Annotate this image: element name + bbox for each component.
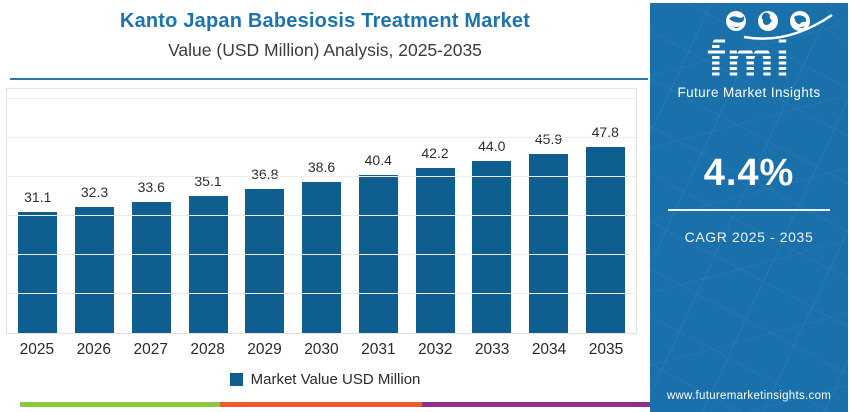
x-axis-label: 2032	[418, 341, 453, 358]
x-axis-label: 2034	[531, 341, 567, 358]
legend: Market Value USD Million	[0, 371, 650, 388]
bar-value-label: 31.1	[24, 189, 52, 205]
website-url[interactable]: www.futuremarketinsights.com	[666, 390, 832, 402]
chart-region: Kanto Japan Babesiosis Treatment Market …	[0, 10, 650, 407]
bars-row: 31.1 32.3 33.6 35.1 36.8 38.6 40.4 42.2 44.0 45.9…	[7, 89, 636, 333]
globe-icon	[726, 11, 746, 31]
gridline	[7, 137, 636, 138]
bar[interactable]	[415, 168, 455, 333]
legend-label: Market Value USD Million	[250, 371, 421, 388]
brand-sidebar: fmi Future Market Insights 4.4% CAGR 202…	[650, 3, 848, 412]
bar-slot: 47.8	[579, 89, 631, 333]
page-title: Kanto Japan Babesiosis Treatment Market	[119, 10, 531, 32]
bar[interactable]	[245, 189, 285, 333]
bar[interactable]	[18, 212, 58, 333]
plot-area: 31.1 32.3 33.6 35.1 36.8 38.6 40.4 42.2 44.0 45.9…	[6, 88, 637, 334]
bar-slot: 31.1	[12, 89, 64, 333]
bar-value-label: 42.2	[421, 145, 449, 161]
bar-slot: 32.3	[69, 89, 121, 333]
cagr-value: 4.4%	[703, 152, 795, 195]
x-axis-label: 2025	[19, 341, 55, 358]
bar-value-label: 38.6	[307, 159, 336, 175]
bar-value-label: 45.9	[534, 131, 563, 147]
bar[interactable]	[472, 161, 512, 333]
x-axis-label: 2027	[133, 341, 168, 358]
gridline	[7, 215, 636, 216]
stripe-segment	[422, 402, 650, 407]
x-axis-label: 2029	[247, 341, 282, 358]
x-axis-label: 2031	[361, 341, 396, 358]
fmi-logo-text: fmi	[664, 32, 834, 86]
globe-icons	[726, 11, 833, 40]
globe-icon	[758, 11, 778, 31]
bar[interactable]	[302, 182, 341, 333]
cagr-divider	[668, 209, 830, 212]
bar-value-label: 32.3	[80, 184, 109, 200]
bar-slot: 36.8	[239, 89, 291, 333]
page-subtitle: Value (USD Million) Analysis, 2025-2035	[168, 40, 482, 60]
bar-value-label: 40.4	[364, 152, 392, 168]
bar[interactable]	[131, 202, 171, 333]
stripe-segment	[20, 402, 220, 407]
footer-stripe	[20, 402, 650, 407]
bar[interactable]	[585, 147, 625, 333]
bar-slot: 42.2	[409, 89, 461, 333]
gridline	[7, 254, 636, 255]
fmi-logo: fmi Future Market Insights	[664, 10, 834, 100]
stripe-segment	[220, 402, 422, 407]
gridline	[7, 98, 636, 99]
gridline	[7, 176, 636, 177]
x-axis-label: 2033	[474, 341, 510, 358]
bar-value-label: 47.8	[591, 124, 619, 140]
bar[interactable]	[529, 154, 568, 333]
bar-slot: 45.9	[523, 89, 575, 333]
bar-value-label: 35.1	[194, 173, 222, 189]
gridline	[7, 293, 636, 294]
x-axis-label: 2028	[190, 341, 225, 358]
cagr-label: CAGR 2025 - 2035	[684, 229, 814, 246]
legend-swatch-icon	[229, 373, 243, 386]
x-axis-label: 2026	[76, 341, 112, 358]
x-axis-label: 2035	[588, 341, 624, 358]
x-axis-label: 2030	[304, 341, 339, 358]
bar-slot: 38.6	[296, 89, 348, 333]
swoosh-icon	[743, 13, 833, 40]
bar[interactable]	[75, 207, 114, 333]
globe-icon	[790, 11, 810, 31]
bar-slot: 40.4	[352, 89, 404, 333]
bar-slot: 44.0	[466, 89, 518, 333]
x-axis: 2025 2026 2027 2028 2029 2030 2031 2032 2033 2034…	[6, 341, 637, 359]
bar-slot: 35.1	[182, 89, 234, 333]
bar-value-label: 44.0	[478, 138, 506, 154]
bar-slot: 33.6	[125, 89, 177, 333]
fmi-logo-subtext: Future Market Insights	[677, 85, 821, 101]
title-divider	[10, 78, 648, 80]
bar-value-label: 36.8	[251, 166, 279, 182]
bar[interactable]	[188, 196, 228, 333]
bar-value-label: 33.6	[137, 179, 165, 195]
